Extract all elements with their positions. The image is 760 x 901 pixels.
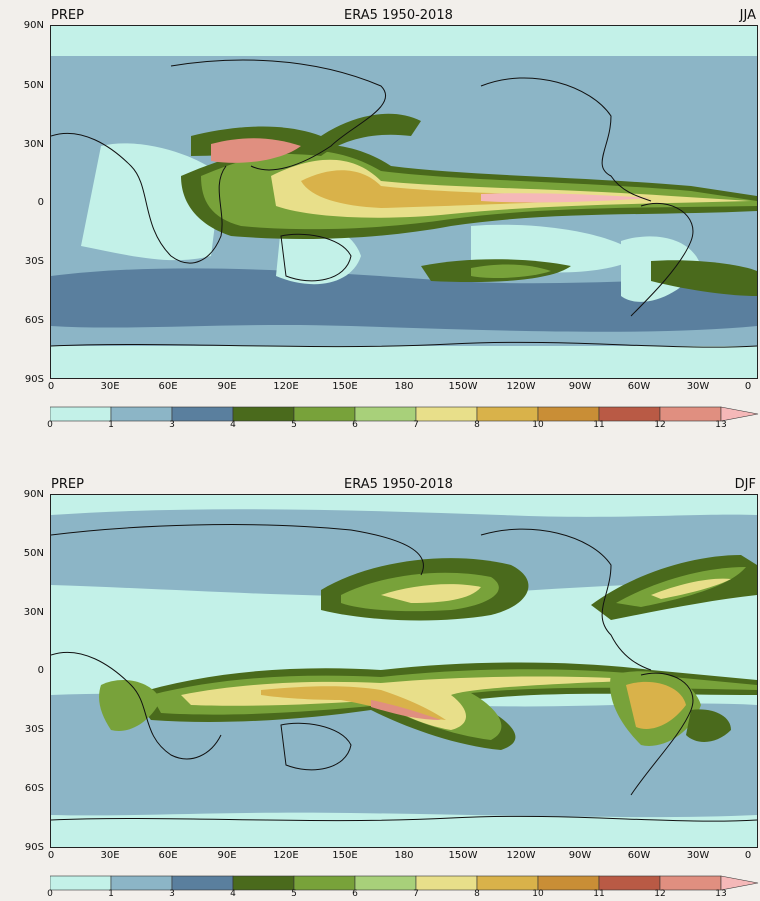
colorbar-label: 12: [654, 889, 666, 899]
panel-title: ERA5 1950-2018: [344, 477, 453, 492]
lon-tick: 120W: [506, 381, 536, 392]
colorbar-label: 13: [715, 420, 727, 430]
colorbar: [50, 406, 759, 422]
season-label: DJF: [734, 477, 756, 492]
lat-tick: 50N: [23, 548, 44, 559]
colorbar-label: 4: [230, 420, 236, 430]
lon-tick: 150W: [448, 850, 478, 861]
colorbar-label: 6: [352, 889, 358, 899]
lat-tick: 60S: [24, 783, 44, 794]
colorbar-label: 1: [108, 889, 114, 899]
lat-tick: 90S: [24, 374, 44, 385]
lat-tick: 90S: [24, 842, 44, 853]
colorbar-label: 12: [654, 420, 666, 430]
colorbar-label: 8: [474, 889, 480, 899]
lon-tick: 90W: [568, 381, 592, 392]
lon-tick: 60E: [158, 381, 178, 392]
colorbar-label: 11: [593, 420, 605, 430]
lon-tick: 120E: [273, 850, 299, 861]
colorbar-label: 6: [352, 420, 358, 430]
variable-label: PREP: [51, 8, 84, 23]
lat-tick: 0: [37, 665, 44, 676]
lon-tick: 30E: [100, 850, 120, 861]
lon-tick: 90W: [568, 850, 592, 861]
panel-title: ERA5 1950-2018: [344, 8, 453, 23]
lat-tick: 30S: [24, 724, 44, 735]
precipitation-map: [50, 25, 758, 379]
colorbar: [50, 875, 759, 891]
map-panel-jja: PREP ERA5 1950-2018 JJA 90N 50N 30N 0 30…: [0, 8, 760, 438]
lon-tick: 120W: [506, 850, 536, 861]
lat-tick: 50N: [23, 80, 44, 91]
colorbar-label: 3: [169, 889, 175, 899]
lon-tick: 150W: [448, 381, 478, 392]
lat-tick: 0: [37, 197, 44, 208]
season-label: JJA: [739, 8, 756, 23]
colorbar-label: 0: [47, 420, 53, 430]
lat-tick: 90N: [23, 489, 44, 500]
lon-tick: 180: [394, 850, 414, 861]
lat-tick: 30S: [24, 256, 44, 267]
colorbar-label: 11: [593, 889, 605, 899]
lat-tick: 30N: [23, 139, 44, 150]
colorbar-label: 10: [532, 420, 544, 430]
lat-tick: 90N: [23, 20, 44, 31]
lon-tick: 30W: [686, 381, 710, 392]
colorbar-label: 7: [413, 420, 419, 430]
lon-tick: 60W: [627, 381, 651, 392]
colorbar-label: 3: [169, 420, 175, 430]
lon-tick: 30E: [100, 381, 120, 392]
colorbar-label: 0: [47, 889, 53, 899]
lon-tick: 30W: [686, 850, 710, 861]
lon-tick: 150E: [332, 381, 358, 392]
lon-tick: 180: [394, 381, 414, 392]
colorbar-label: 13: [715, 889, 727, 899]
variable-label: PREP: [51, 477, 84, 492]
lat-tick: 60S: [24, 315, 44, 326]
lon-tick: 0: [47, 381, 55, 392]
lon-tick: 60W: [627, 850, 651, 861]
colorbar-label: 8: [474, 420, 480, 430]
colorbar-label: 10: [532, 889, 544, 899]
colorbar-label: 5: [291, 889, 297, 899]
precipitation-map: [50, 494, 758, 848]
lon-tick: 0: [744, 850, 752, 861]
lon-tick: 90E: [217, 850, 237, 861]
lon-tick: 60E: [158, 850, 178, 861]
lon-tick: 120E: [273, 381, 299, 392]
colorbar-label: 4: [230, 889, 236, 899]
lon-tick: 150E: [332, 850, 358, 861]
colorbar-label: 7: [413, 889, 419, 899]
lon-tick: 0: [744, 381, 752, 392]
lon-tick: 90E: [217, 381, 237, 392]
colorbar-label: 5: [291, 420, 297, 430]
lat-tick: 30N: [23, 607, 44, 618]
lon-tick: 0: [47, 850, 55, 861]
map-panel-djf: PREP ERA5 1950-2018 DJF 90N 50N 30N 0 30…: [0, 477, 760, 901]
colorbar-label: 1: [108, 420, 114, 430]
